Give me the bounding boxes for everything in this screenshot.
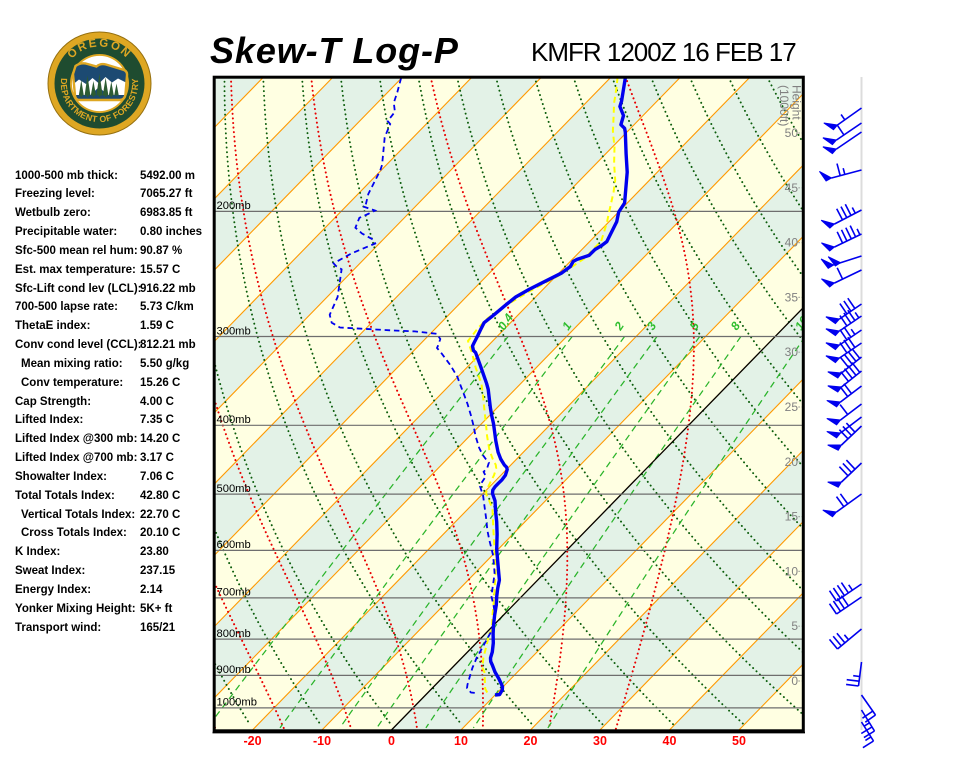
svg-text:50: 50 (732, 734, 746, 748)
svg-text:600mb: 600mb (217, 539, 251, 551)
svg-text:0: 0 (791, 674, 798, 688)
svg-text:700mb: 700mb (217, 587, 251, 599)
svg-text:-20: -20 (243, 734, 261, 748)
svg-text:300mb: 300mb (217, 325, 251, 337)
svg-text:900mb: 900mb (217, 664, 251, 676)
svg-text:20: 20 (785, 455, 799, 469)
svg-text:200mb: 200mb (217, 200, 251, 212)
svg-text:35: 35 (785, 290, 799, 304)
svg-text:500mb: 500mb (217, 483, 251, 495)
svg-text:16: 16 (792, 314, 811, 333)
svg-text:0: 0 (388, 734, 395, 748)
svg-text:40: 40 (663, 734, 677, 748)
svg-text:(1000ft): (1000ft) (777, 85, 791, 126)
svg-text:-10: -10 (313, 734, 331, 748)
svg-text:30: 30 (785, 345, 799, 359)
svg-text:10: 10 (785, 564, 799, 578)
svg-text:40: 40 (785, 236, 799, 250)
svg-text:15: 15 (785, 510, 799, 524)
svg-text:5: 5 (791, 619, 798, 633)
svg-text:Height: Height (790, 85, 804, 120)
svg-text:800mb: 800mb (217, 628, 251, 640)
svg-text:10: 10 (454, 734, 468, 748)
svg-text:50: 50 (785, 126, 799, 140)
svg-text:400mb: 400mb (217, 414, 251, 426)
svg-text:1000mb: 1000mb (217, 697, 257, 709)
svg-text:45: 45 (785, 181, 799, 195)
svg-text:30: 30 (593, 734, 607, 748)
svg-text:25: 25 (785, 400, 799, 414)
svg-text:20: 20 (524, 734, 538, 748)
